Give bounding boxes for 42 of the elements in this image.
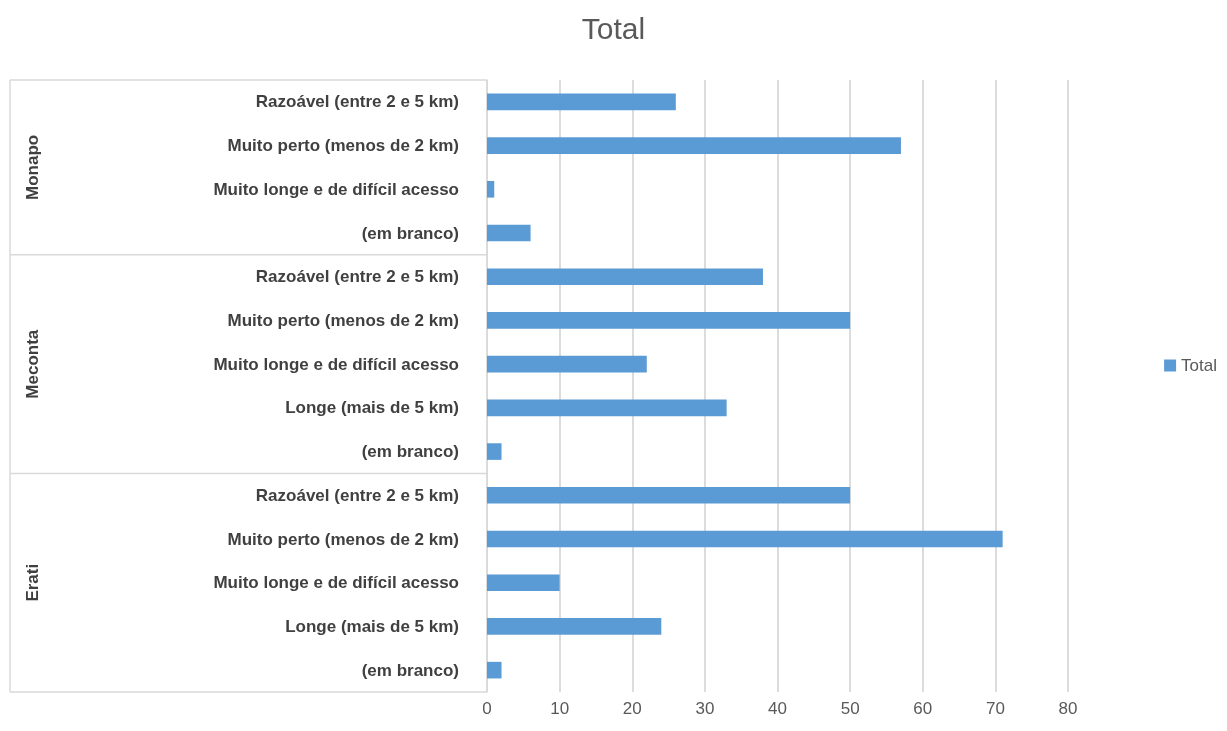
y-tick-label: Muito perto (menos de 2 km) <box>227 136 459 156</box>
y-tick-label: (em branco) <box>361 223 459 243</box>
x-tick-label: 0 <box>482 699 492 718</box>
x-tick-label: 60 <box>913 699 933 718</box>
x-tick-label: 50 <box>840 699 860 718</box>
y-tick-label: Longe (mais de 5 km) <box>285 398 459 418</box>
text: Monapo <box>22 134 42 201</box>
x-tick-label: 40 <box>768 699 787 718</box>
y-tick-label: (em branco) <box>361 660 459 680</box>
y-tick-label: Muito longe e de difícil acesso <box>213 354 459 374</box>
y-tick-label: Muito longe e de difícil acesso <box>213 573 459 593</box>
y-tick-label: Muito perto (menos de 2 km) <box>227 310 459 330</box>
y-tick-label: Longe (mais de 5 km) <box>285 616 459 636</box>
x-tick-label: 20 <box>622 699 642 718</box>
bar <box>487 224 531 242</box>
bar <box>487 355 647 373</box>
bar <box>487 180 495 198</box>
y-tick-label: (em branco) <box>361 442 459 462</box>
bar <box>487 618 662 635</box>
bar <box>487 443 502 460</box>
bar <box>487 574 560 592</box>
y-tick-label: Razoável (entre 2 e 5 km) <box>255 92 459 112</box>
bar <box>487 486 851 504</box>
y-tick-label: Muito longe e de difícil acesso <box>213 179 459 199</box>
bar <box>487 268 763 286</box>
text: Meconta <box>22 329 42 399</box>
bar <box>487 312 851 329</box>
y-tick-label: Razoável (entre 2 e 5 km) <box>255 267 459 287</box>
bar <box>487 93 676 111</box>
x-tick-label: 80 <box>1058 699 1078 718</box>
bar <box>487 399 727 417</box>
bar <box>487 661 502 679</box>
y-tick-label: Muito perto (menos de 2 km) <box>227 529 459 549</box>
x-tick-label: 10 <box>550 699 570 718</box>
legend-label: Total <box>1181 356 1218 375</box>
text: Erati <box>22 563 42 602</box>
x-tick-label: 30 <box>695 699 715 718</box>
bar <box>487 137 901 154</box>
chart-title: Total <box>581 11 646 45</box>
x-tick-label: 70 <box>985 699 1005 718</box>
y-tick-label: Razoável (entre 2 e 5 km) <box>255 485 459 505</box>
bar <box>487 530 1003 548</box>
